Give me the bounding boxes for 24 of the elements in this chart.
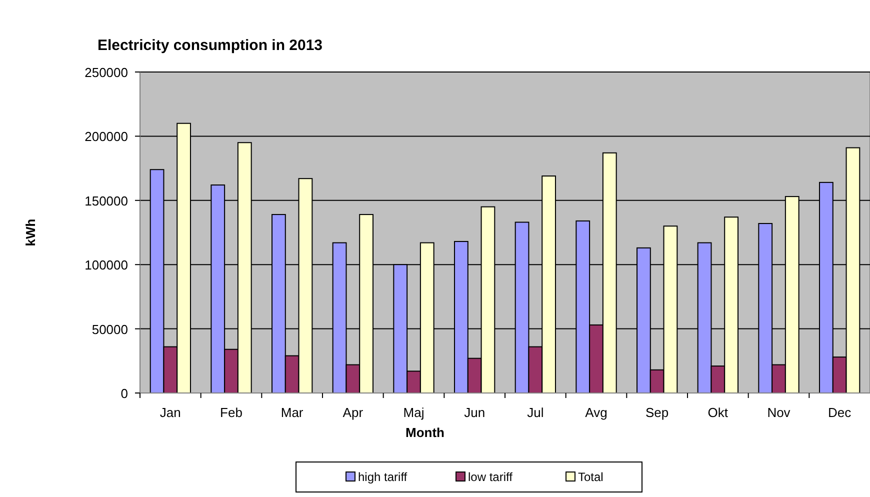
legend-label: low tariff [468, 470, 514, 484]
y-axis-title: kWh [23, 218, 38, 246]
y-tick-label: 250000 [84, 65, 128, 80]
y-tick-label: 200000 [84, 129, 128, 144]
y-tick-label: 0 [120, 386, 128, 401]
x-tick-label: Jun [464, 405, 486, 420]
y-tick-label: 50000 [92, 322, 128, 337]
x-tick-label: Jul [527, 405, 544, 420]
legend-label: Total [578, 470, 604, 484]
chart-title: Electricity consumption in 2013 [97, 37, 323, 54]
x-tick-label: Maj [403, 405, 424, 420]
x-tick-label: Mar [280, 405, 304, 420]
x-tick-label: Nov [767, 405, 791, 420]
x-tick-label: Jan [160, 405, 181, 420]
y-tick-label: 150000 [84, 193, 128, 208]
x-tick-label: Okt [708, 405, 728, 420]
y-tick-label: 100000 [84, 258, 128, 273]
x-tick-label: Dec [828, 405, 852, 420]
x-tick-label: Feb [220, 405, 242, 420]
legend-label: high tariff [358, 470, 408, 484]
x-tick-label: Sep [646, 405, 669, 420]
x-axis-title: Month [406, 425, 445, 440]
x-tick-label: Avg [585, 405, 608, 420]
x-tick-label: Apr [342, 405, 364, 420]
